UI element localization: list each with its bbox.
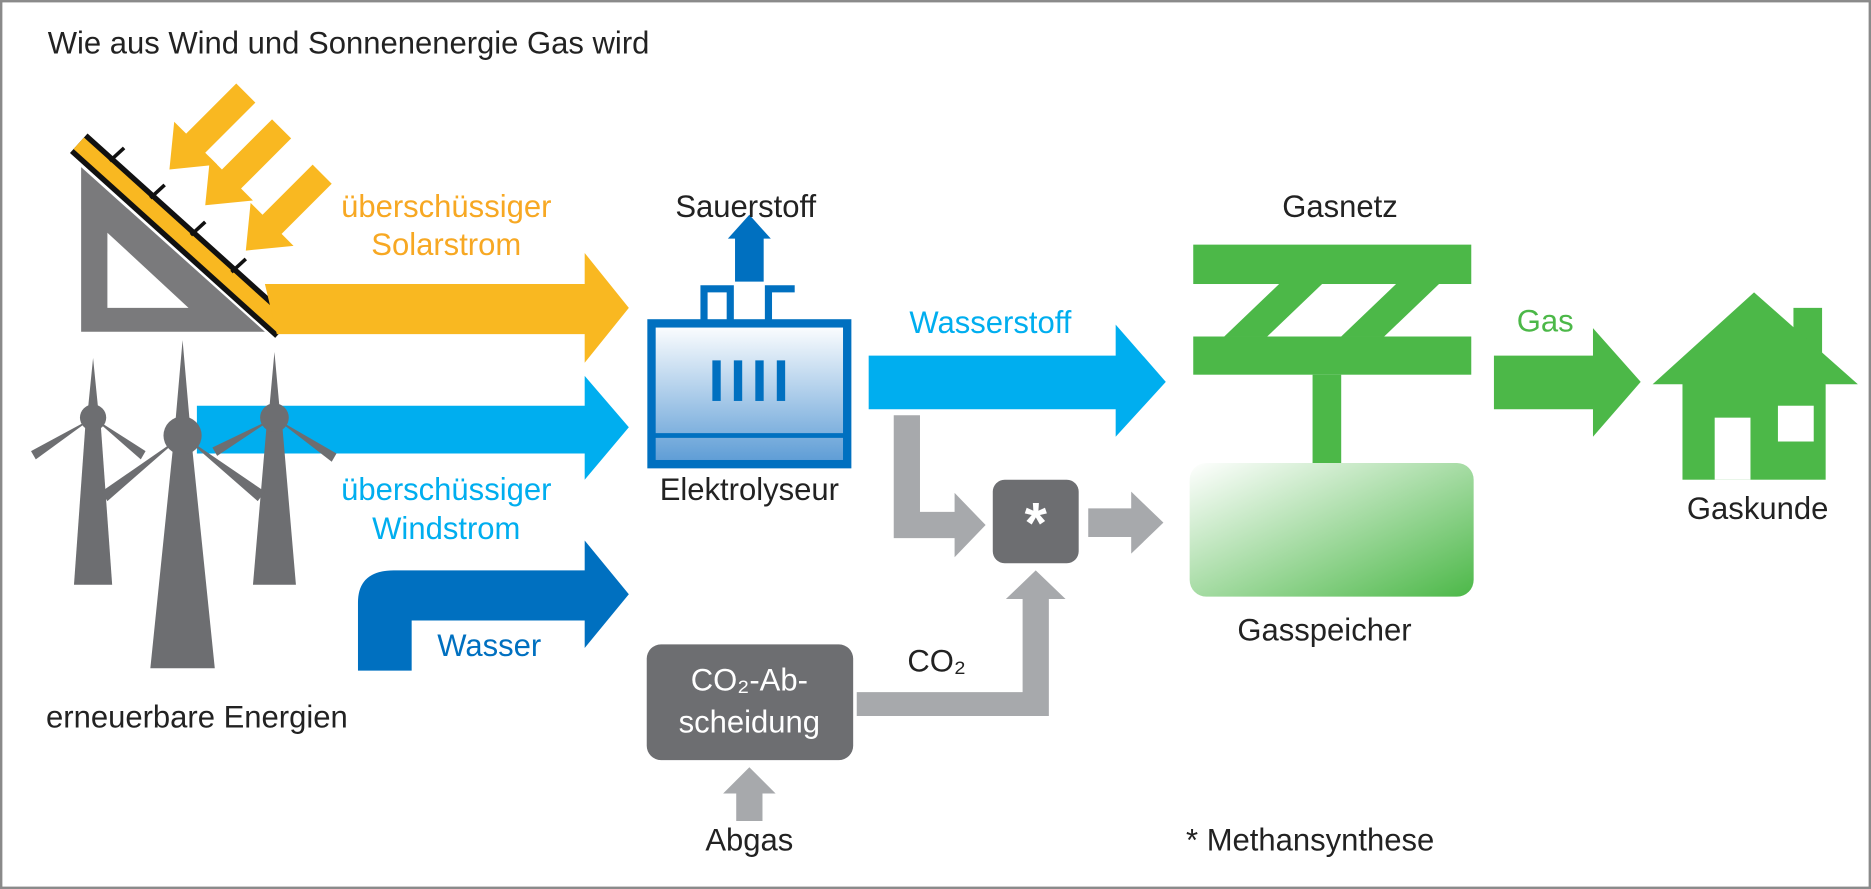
solar-label: Solarstrom: [371, 227, 521, 262]
co2-label: CO₂: [907, 644, 966, 679]
exhaust-label: Abgas: [705, 823, 793, 858]
customer-label: Gaskunde: [1687, 491, 1828, 526]
diagram: Wie aus Wind und Sonnenenergie Gas wird …: [0, 0, 1871, 889]
footnote: * Methansynthese: [1186, 823, 1434, 858]
synthesis-symbol: *: [1025, 492, 1048, 556]
oxygen-label: Sauerstoff: [675, 189, 816, 224]
sources-caption: erneuerbare Energien: [46, 700, 348, 735]
co2-capture-label: CO₂-Ab-: [691, 663, 808, 698]
co2-capture-box: [647, 644, 853, 760]
solar-label: überschüssiger: [341, 189, 551, 224]
title: Wie aus Wind und Sonnenenergie Gas wird: [48, 26, 650, 61]
gas-storage-label: Gasspeicher: [1237, 613, 1411, 648]
hydrogen-label: Wasserstoff: [909, 305, 1071, 340]
gas-label: Gas: [1517, 304, 1574, 339]
co2-capture-label: scheidung: [679, 705, 820, 740]
wind-label: Windstrom: [372, 511, 520, 546]
water-label: Wasser: [437, 628, 541, 663]
electrolyser-label: Elektrolyseur: [660, 472, 839, 507]
wind-label: überschüssiger: [341, 472, 551, 507]
gas-storage: [1190, 463, 1474, 597]
gas-grid-label: Gasnetz: [1282, 189, 1398, 224]
